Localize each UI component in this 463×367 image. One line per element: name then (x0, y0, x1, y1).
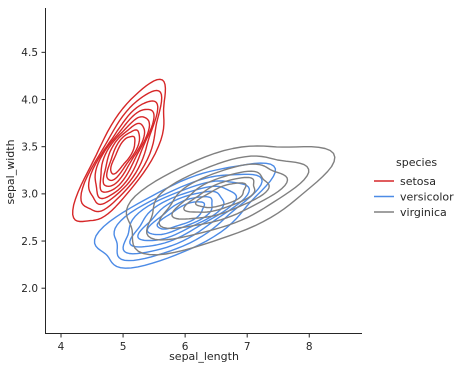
y-tick-label: 4.5 (21, 47, 38, 59)
x-tick-label: 7 (244, 341, 251, 353)
x-tick-label: 4 (58, 341, 65, 353)
y-tick-label: 2.0 (21, 283, 38, 295)
setosa-contour-level (106, 129, 141, 182)
virginica-contour-level (146, 155, 310, 241)
y-ticks: 2.0 2.5 3.0 3.5 4.0 4.5 (21, 47, 46, 295)
versicolor-contour-level (129, 185, 238, 248)
contour-layer (72, 78, 336, 269)
virginica-contour-level (194, 182, 247, 209)
y-tick-label: 3.0 (21, 189, 38, 201)
y-axis-label: sepal_width (4, 139, 17, 204)
x-tick-label: 8 (306, 341, 313, 353)
y-tick-label: 2.5 (21, 236, 38, 248)
x-ticks: 4 5 6 7 8 (58, 333, 313, 353)
x-tick-label: 5 (120, 341, 127, 353)
versicolor-contour-level (93, 162, 277, 269)
setosa-contour-level (94, 108, 155, 200)
virginica-contour-level (158, 163, 289, 230)
versicolor-contour-level (122, 180, 251, 255)
versicolor-contour-level (156, 201, 206, 230)
y-tick-label: 3.5 (21, 141, 38, 153)
setosa-contour-level (102, 122, 146, 187)
legend-label-versicolor: versicolor (400, 191, 454, 204)
virginica-contour-level (183, 176, 256, 213)
y-tick-label: 4.0 (21, 94, 38, 106)
setosa-contour-level (80, 89, 163, 213)
legend: species setosa versicolor virginica (374, 156, 454, 219)
x-axis-label: sepal_length (169, 350, 239, 363)
setosa-contour-level (87, 100, 159, 206)
legend-title: species (396, 156, 437, 169)
legend-label-setosa: setosa (400, 175, 436, 188)
legend-label-virginica: virginica (400, 206, 447, 219)
x-tick-label: 6 (182, 341, 189, 353)
setosa-contour-level (99, 116, 151, 193)
virginica-contour-level (171, 170, 270, 220)
versicolor-contour-level (113, 173, 263, 262)
setosa-contour-level (72, 78, 167, 223)
virginica-contour-level (125, 145, 336, 256)
setosa-contour-level (110, 135, 136, 175)
